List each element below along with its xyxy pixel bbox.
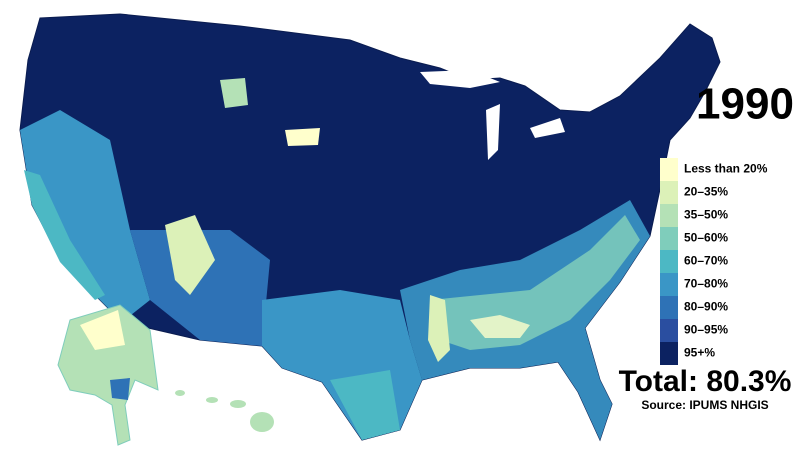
total-label: Total: 80.3% xyxy=(619,365,792,398)
hawaii xyxy=(175,390,274,432)
legend-swatch xyxy=(660,296,678,319)
legend: Less than 20% 20–35% 35–50% 50–60% 60–70% 70–… xyxy=(660,158,768,365)
legend-swatch xyxy=(660,158,678,181)
alaska xyxy=(57,304,159,446)
hawaii-island xyxy=(250,412,274,432)
legend-swatch xyxy=(660,181,678,204)
legend-swatch xyxy=(660,342,678,365)
black-belt xyxy=(470,315,530,338)
legend-label: 50–60% xyxy=(684,231,728,245)
contiguous-us xyxy=(19,13,721,442)
great-lakes xyxy=(420,70,565,160)
west-coast xyxy=(20,110,150,322)
legend-label: Less than 20% xyxy=(684,162,768,176)
hawaii-island xyxy=(175,390,185,396)
texas-south xyxy=(330,370,400,440)
dakota-patch xyxy=(285,128,320,146)
southeast-coastal-plain xyxy=(430,215,640,350)
alaska-south xyxy=(110,378,130,400)
four-corners xyxy=(165,215,215,295)
legend-label: 80–90% xyxy=(684,300,728,314)
legend-swatch xyxy=(660,319,678,342)
legend-swatch xyxy=(660,227,678,250)
legend-label: 60–70% xyxy=(684,254,728,268)
southwest xyxy=(130,230,270,346)
texas xyxy=(262,290,422,440)
delta-region xyxy=(428,295,450,362)
legend-label: 35–50% xyxy=(684,208,728,222)
legend-label: 95+% xyxy=(684,346,715,360)
source-label: Source: IPUMS NHGIS xyxy=(641,398,768,412)
hawaii-island xyxy=(230,400,246,408)
legend-swatch xyxy=(660,250,678,273)
montana-patch xyxy=(220,78,248,108)
legend-label: 20–35% xyxy=(684,185,728,199)
legend-label: 90–95% xyxy=(684,323,728,337)
california-coast xyxy=(24,170,105,300)
legend-swatch xyxy=(660,273,678,296)
year-title: 1990 xyxy=(696,80,794,129)
alaska-shape xyxy=(57,304,159,446)
alaska-north xyxy=(80,310,125,350)
legend-label: 70–80% xyxy=(684,277,728,291)
hawaii-island xyxy=(206,397,218,403)
legend-swatch xyxy=(660,204,678,227)
